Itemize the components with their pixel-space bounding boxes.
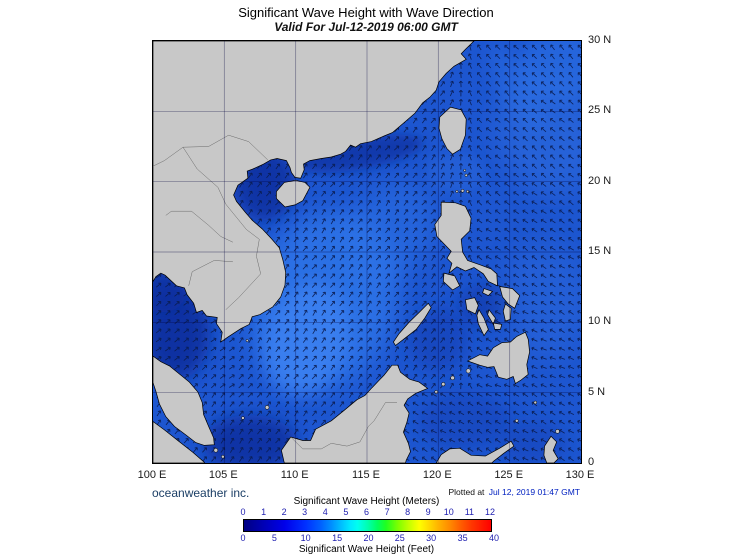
brand-text: oceanweather inc. (152, 486, 250, 500)
lon-label: 120 E (422, 469, 452, 481)
land-layer (153, 41, 560, 463)
lon-label: 130 E (565, 469, 595, 481)
meters-tick-label: 0 (240, 507, 246, 517)
meters-tick-label: 8 (405, 507, 411, 517)
meters-tick-label: 3 (302, 507, 308, 517)
colorbar-title-meters: Significant Wave Height (Meters) (293, 496, 440, 507)
lat-axis: 30 N 25 N 20 N 15 N 10 N 5 N 0 (588, 34, 638, 468)
feet-tick-label: 5 (271, 533, 277, 543)
grid-layer (153, 41, 581, 463)
country-borders-layer (153, 134, 397, 450)
lon-axis: 100 E 105 E 110 E 115 E 120 E 125 E 130 E (138, 469, 595, 483)
feet-tick-label: 35 (457, 533, 468, 543)
meters-tick-label: 12 (484, 507, 495, 517)
meters-tick-label: 5 (343, 507, 349, 517)
lon-label: 100 E (137, 469, 167, 481)
meters-tick-label: 2 (281, 507, 287, 517)
lon-label: 125 E (494, 469, 524, 481)
meters-tick-label: 10 (443, 507, 454, 517)
colorbar-gradient (243, 519, 492, 532)
meters-tick-label: 1 (261, 507, 267, 517)
plotted-date: Jul 12, 2019 01:47 GMT (488, 487, 580, 497)
meters-tick-label: 9 (425, 507, 431, 517)
feet-tick-label: 10 (300, 533, 311, 543)
lat-label: 0 (588, 456, 595, 468)
meters-tick-label: 4 (322, 507, 328, 517)
map-canvas (153, 41, 581, 463)
feet-tick-label: 30 (426, 533, 437, 543)
lat-label: 20 N (588, 174, 612, 187)
lat-label: 5 N (588, 385, 606, 398)
colorbar-feet-ticks: 0 5 10 15 20 25 30 35 40 (240, 533, 503, 544)
lon-label: 110 E (280, 469, 309, 481)
lat-label: 15 N (588, 245, 612, 257)
feet-tick-label: 15 (332, 533, 343, 543)
feet-tick-label: 20 (363, 533, 374, 543)
plotted-prefix: Plotted at (448, 487, 485, 497)
meters-tick-label: 7 (384, 507, 390, 517)
colorbar-meters-ticks: 0 1 2 3 4 5 6 7 8 9 10 11 12 (240, 507, 495, 518)
feet-tick-label: 40 (488, 533, 499, 543)
plotted-text: Plotted at Jul 12, 2019 01:47 GMT (380, 487, 581, 497)
lon-label: 105 E (208, 469, 238, 481)
lat-label: 10 N (588, 315, 612, 328)
map-frame (152, 40, 582, 464)
meters-tick-label: 11 (464, 507, 475, 517)
colorbar-title-feet: Significant Wave Height (Feet) (298, 544, 435, 555)
feet-tick-label: 0 (240, 533, 246, 543)
feet-tick-label: 25 (394, 533, 405, 543)
lat-label: 25 N (588, 104, 612, 117)
chart-subtitle: Valid For Jul-12-2019 06:00 GMT (274, 20, 458, 34)
chart-title: Significant Wave Height with Wave Direct… (238, 5, 494, 20)
meters-tick-label: 6 (363, 507, 369, 517)
lat-label: 30 N (588, 34, 612, 46)
lon-label: 115 E (352, 469, 380, 481)
